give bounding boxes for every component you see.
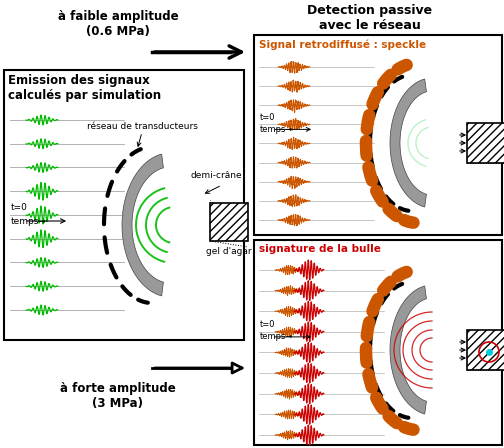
Polygon shape (122, 154, 163, 296)
Text: t=0: t=0 (260, 320, 276, 329)
Text: temps→: temps→ (260, 125, 293, 134)
Text: Detection passive
avec le réseau: Detection passive avec le réseau (307, 4, 432, 32)
Text: demi-crâne: demi-crâne (191, 171, 242, 180)
Bar (467, 123, 504, 163)
Bar (254, 35, 502, 235)
Bar (210, 203, 248, 241)
Polygon shape (390, 79, 426, 207)
Polygon shape (390, 286, 426, 414)
Bar (4, 70, 244, 340)
Text: t=0: t=0 (260, 113, 276, 122)
Text: réseau de transducteurs: réseau de transducteurs (87, 122, 198, 131)
Text: temps→: temps→ (260, 332, 293, 341)
Text: t=0: t=0 (11, 202, 28, 211)
Text: à faible amplitude
(0.6 MPa): à faible amplitude (0.6 MPa) (57, 10, 178, 38)
Text: temps→: temps→ (11, 216, 47, 225)
Text: Emission des signaux
calculés par simulation: Emission des signaux calculés par simula… (8, 74, 161, 102)
Text: gel d'agar: gel d'agar (206, 247, 252, 256)
Text: à forte amplitude
(3 MPa): à forte amplitude (3 MPa) (60, 382, 176, 410)
Text: signature de la bulle: signature de la bulle (259, 244, 381, 254)
Text: Signal retrodiffusé : speckle: Signal retrodiffusé : speckle (259, 39, 426, 49)
Bar (254, 240, 502, 445)
Bar (467, 330, 504, 370)
